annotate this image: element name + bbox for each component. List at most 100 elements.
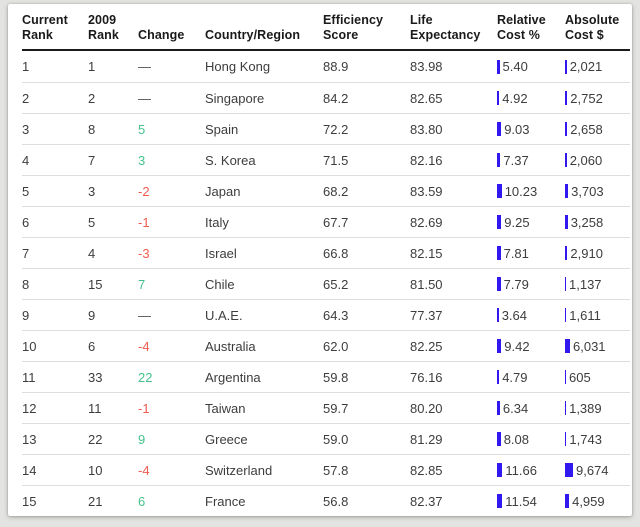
cell-country: Singapore <box>205 90 265 106</box>
cell-current-rank: 12 <box>22 400 37 416</box>
cell-country: Spain <box>205 121 239 137</box>
relative-cost-value: 10.23 <box>504 183 538 199</box>
cell-efficiency-score: 72.2 <box>323 121 349 137</box>
cell-current-rank: 11 <box>22 369 36 385</box>
header-change: Change <box>138 27 185 42</box>
table-row: 5 3 -2 Japan 68.2 83.59 10.23 3,703 <box>22 175 630 206</box>
cell-relative-cost: 8.08 <box>497 432 565 447</box>
cell-absolute-cost: 1,389 <box>565 401 630 416</box>
cell-change: -4 <box>138 462 150 478</box>
cell-relative-cost: 5.40 <box>497 59 565 74</box>
relative-cost-value: 3.64 <box>501 307 527 323</box>
absolute-cost-value: 3,703 <box>571 183 604 199</box>
header-efficiency-score: Efficiency Score <box>323 13 384 42</box>
cell-life-expectancy: 82.65 <box>410 90 443 106</box>
cell-relative-cost: 7.79 <box>497 277 565 292</box>
absolute-cost-bar <box>565 463 573 477</box>
absolute-cost-bar <box>565 59 567 74</box>
relative-cost-value: 11.66 <box>505 462 537 478</box>
cell-current-rank: 4 <box>22 152 30 168</box>
cell-country: Greece <box>205 431 248 447</box>
cell-current-rank: 1 <box>22 59 30 74</box>
cell-change: 3 <box>138 152 146 168</box>
absolute-cost-value: 2,060 <box>569 152 603 168</box>
cell-absolute-cost: 9,674 <box>565 463 630 478</box>
cell-relative-cost: 4.79 <box>497 370 565 385</box>
absolute-cost-value: 1,389 <box>569 400 602 416</box>
cell-relative-cost: 11.66 <box>497 463 565 478</box>
absolute-cost-value: 6,031 <box>573 338 606 354</box>
header-relative-cost: Relative Cost % <box>497 13 546 42</box>
cell-2009-rank: 33 <box>88 369 103 385</box>
absolute-cost-bar <box>565 215 568 229</box>
table-row: 7 4 -3 Israel 66.8 82.15 7.81 2,910 <box>22 237 630 268</box>
relative-cost-bar <box>497 308 499 322</box>
cell-country: S. Korea <box>205 152 256 168</box>
relative-cost-bar <box>497 246 501 260</box>
cell-2009-rank: 10 <box>88 462 103 478</box>
absolute-cost-bar <box>565 153 567 167</box>
absolute-cost-value: 2,752 <box>570 90 603 106</box>
relative-cost-bar <box>497 91 500 105</box>
relative-cost-value: 9.25 <box>504 214 530 230</box>
absolute-cost-bar <box>565 277 566 291</box>
relative-cost-value: 8.08 <box>503 431 529 447</box>
relative-cost-value: 4.79 <box>502 369 528 385</box>
cell-life-expectancy: 82.16 <box>410 152 443 168</box>
absolute-cost-bar <box>565 432 567 446</box>
cell-efficiency-score: 67.7 <box>323 214 349 230</box>
cell-life-expectancy: 82.85 <box>410 462 443 478</box>
cell-efficiency-score: 84.2 <box>323 90 349 106</box>
absolute-cost-value: 1,137 <box>569 276 602 292</box>
cell-efficiency-score: 65.2 <box>323 276 349 292</box>
cell-country: France <box>205 493 246 509</box>
cell-absolute-cost: 3,258 <box>565 215 630 230</box>
cell-efficiency-score: 62.0 <box>323 338 349 354</box>
absolute-cost-value: 1,611 <box>569 307 601 323</box>
table-row: 2 2 — Singapore 84.2 82.65 4.92 2,752 <box>22 82 630 113</box>
cell-life-expectancy: 83.98 <box>410 59 443 74</box>
cell-current-rank: 8 <box>22 276 30 292</box>
cell-current-rank: 14 <box>22 462 37 478</box>
cell-life-expectancy: 82.37 <box>410 493 443 509</box>
cell-country: Switzerland <box>205 462 273 478</box>
relative-cost-value: 9.03 <box>504 121 530 137</box>
cell-life-expectancy: 81.50 <box>410 276 443 292</box>
cell-2009-rank: 11 <box>88 400 102 416</box>
cell-current-rank: 13 <box>22 431 37 447</box>
cell-change: — <box>138 307 151 323</box>
absolute-cost-value: 9,674 <box>576 462 609 478</box>
absolute-cost-bar <box>565 246 568 260</box>
header-absolute-cost: Absolute Cost $ <box>565 13 620 42</box>
cell-absolute-cost: 3,703 <box>565 184 630 199</box>
absolute-cost-value: 605 <box>569 369 591 385</box>
table-row: 4 7 3 S. Korea 71.5 82.16 7.37 2,060 <box>22 144 630 175</box>
cell-life-expectancy: 83.80 <box>410 121 443 137</box>
cell-efficiency-score: 71.5 <box>323 152 349 168</box>
cell-life-expectancy: 81.29 <box>410 431 443 447</box>
cell-efficiency-score: 66.8 <box>323 245 349 261</box>
cell-2009-rank: 1 <box>88 59 96 74</box>
relative-cost-value: 5.40 <box>502 59 528 74</box>
cell-efficiency-score: 64.3 <box>323 307 349 323</box>
cell-country: Israel <box>205 245 237 261</box>
cell-country: Chile <box>205 276 235 292</box>
cell-efficiency-score: 57.8 <box>323 462 349 478</box>
cell-life-expectancy: 83.59 <box>410 183 443 199</box>
cell-absolute-cost: 1,743 <box>565 432 630 447</box>
cell-current-rank: 5 <box>22 183 30 199</box>
cell-2009-rank: 7 <box>88 152 96 168</box>
absolute-cost-value: 1,743 <box>569 431 602 447</box>
cell-life-expectancy: 82.69 <box>410 214 443 230</box>
cell-2009-rank: 8 <box>88 121 96 137</box>
cell-2009-rank: 3 <box>88 183 96 199</box>
absolute-cost-value: 2,910 <box>570 245 603 261</box>
relative-cost-bar <box>497 339 502 353</box>
relative-cost-value: 7.81 <box>503 245 529 261</box>
cell-efficiency-score: 68.2 <box>323 183 349 199</box>
cell-absolute-cost: 2,910 <box>565 246 630 261</box>
cell-country: Japan <box>205 183 241 199</box>
relative-cost-bar <box>497 494 503 508</box>
header-country-region: Country/Region <box>205 27 301 42</box>
table-row: 13 22 9 Greece 59.0 81.29 8.08 1,743 <box>22 423 630 454</box>
